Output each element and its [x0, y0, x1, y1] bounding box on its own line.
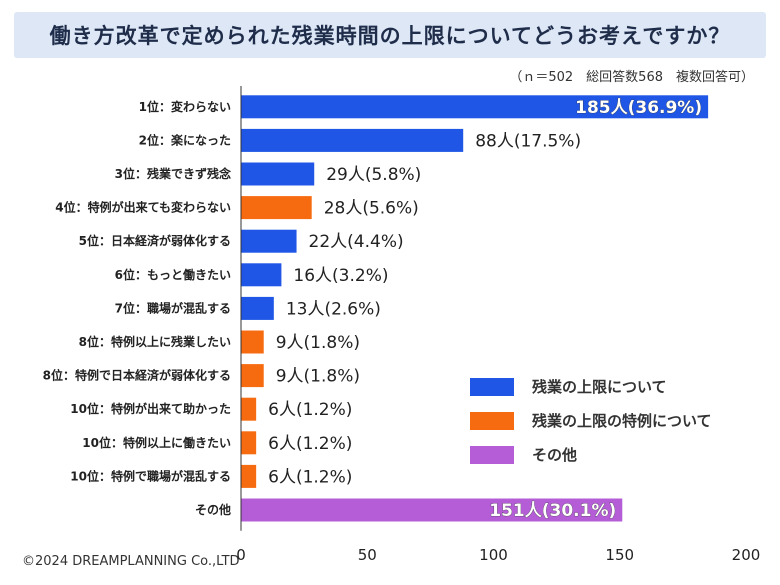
category-label: 6位：もっと働きたい — [115, 267, 231, 282]
x-tick-label: 0 — [236, 546, 246, 564]
data-label: 6人(1.2%) — [268, 467, 352, 487]
data-label: 29人(5.8%) — [326, 165, 421, 185]
category-label: 10位：特例で職場が混乱する — [70, 468, 231, 483]
category-label: 10位：特例が出来て助かった — [70, 401, 231, 416]
data-label: 16人(3.2%) — [293, 266, 388, 286]
bar — [241, 196, 312, 220]
bar — [241, 364, 264, 388]
category-label: 8位：特例で日本経済が弱体化する — [43, 368, 231, 383]
category-label: その他 — [195, 502, 231, 517]
bar — [241, 330, 264, 354]
category-label: 10位：特例以上に働きたい — [82, 435, 231, 450]
bar — [241, 95, 709, 119]
x-tick-label: 50 — [358, 546, 377, 564]
copyright: ©2024 DREAMPLANNING Co.,LTD — [22, 554, 240, 569]
bar — [241, 263, 282, 287]
legend-label: その他 — [532, 446, 577, 464]
data-label: 22人(4.4%) — [309, 232, 404, 252]
legend-swatch — [470, 446, 514, 464]
legend-label: 残業の上限の特例について — [532, 412, 712, 430]
bar — [241, 498, 623, 522]
bar — [241, 229, 297, 253]
data-label: 185人(36.9%) — [575, 98, 702, 118]
title-banner: 働き方改革で定められた残業時間の上限についてどうお考えですか？ — [14, 12, 766, 58]
data-label: 9人(1.8%) — [276, 333, 360, 353]
category-label: 3位：残業できず残念 — [115, 166, 231, 181]
legend-swatch — [470, 412, 514, 430]
category-label: 8位：特例以上に残業したい — [79, 334, 231, 349]
bar — [241, 431, 257, 455]
category-label: 1位：変わらない — [139, 99, 231, 114]
data-label: 6人(1.2%) — [268, 434, 352, 454]
category-label: 2位：楽になった — [139, 132, 231, 147]
bar — [241, 128, 464, 152]
chart-title: 働き方改革で定められた残業時間の上限についてどうお考えですか？ — [49, 24, 731, 48]
data-label: 151人(30.1%) — [489, 501, 616, 521]
data-label: 6人(1.2%) — [268, 400, 352, 420]
bar — [241, 296, 274, 320]
category-label: 5位：日本経済が弱体化する — [79, 233, 231, 248]
bar — [241, 397, 257, 421]
data-label: 28人(5.6%) — [324, 199, 419, 219]
sample-note: （ｎ＝502 総回答数568 複数回答可） — [509, 70, 754, 85]
x-tick-label: 200 — [732, 546, 761, 564]
x-tick-label: 150 — [605, 546, 634, 564]
category-label: 7位：職場が混乱する — [115, 300, 231, 315]
bar — [241, 464, 257, 488]
data-label: 88人(17.5%) — [475, 131, 581, 151]
legend-swatch — [470, 378, 514, 396]
category-label: 4位：特例が出来ても変わらない — [55, 200, 231, 215]
data-label: 13人(2.6%) — [286, 299, 381, 319]
x-tick-label: 100 — [479, 546, 508, 564]
data-label: 9人(1.8%) — [276, 367, 360, 387]
legend-label: 残業の上限について — [532, 378, 667, 396]
bar — [241, 162, 315, 186]
